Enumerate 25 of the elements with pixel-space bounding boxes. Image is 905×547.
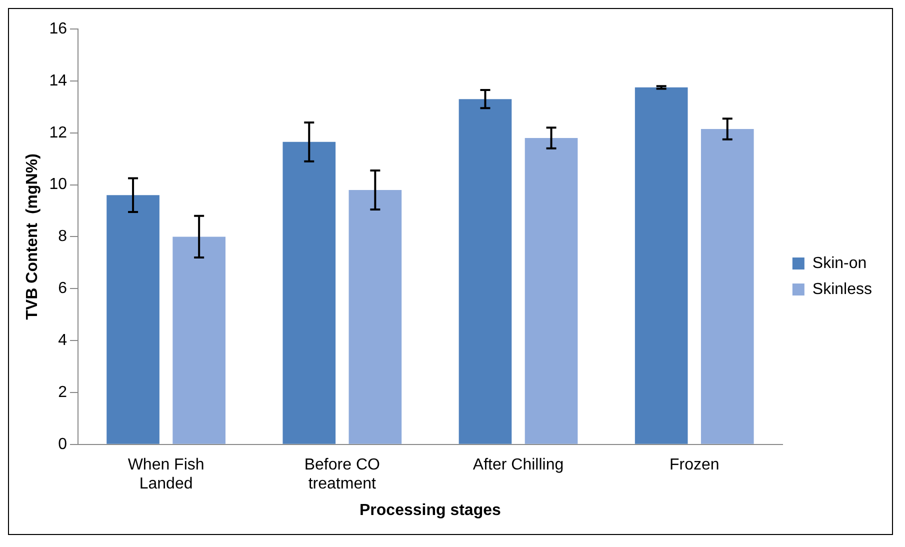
bar [282, 142, 336, 444]
bar [524, 138, 578, 444]
bar [700, 128, 754, 444]
x-tick-label: After Chilling [472, 456, 564, 474]
bar [458, 99, 512, 444]
legend-label: Skinless [812, 280, 872, 298]
y-tick-label: 6 [58, 280, 68, 298]
y-axis-title: TVB Content (mgN%) [24, 154, 42, 320]
y-tick-label: 16 [49, 20, 68, 38]
bar [634, 87, 688, 444]
y-tick-label: 8 [58, 228, 68, 246]
legend-label: Skin-on [812, 254, 867, 272]
bar [172, 236, 226, 444]
bar [106, 195, 160, 444]
y-tick-label: 12 [49, 124, 68, 142]
y-tick-label: 14 [49, 72, 68, 90]
bar [348, 190, 402, 444]
y-tick-label: 4 [58, 332, 68, 349]
y-tick-label: 0 [58, 436, 68, 453]
y-tick-label: 2 [58, 384, 68, 401]
x-tick-label: Frozen [669, 456, 720, 474]
x-axis-title: Processing stages [360, 502, 502, 519]
x-tick-label: Before CO treatment [304, 456, 380, 493]
y-tick-label: 10 [49, 176, 68, 194]
x-tick-label: When Fish Landed [128, 456, 204, 493]
